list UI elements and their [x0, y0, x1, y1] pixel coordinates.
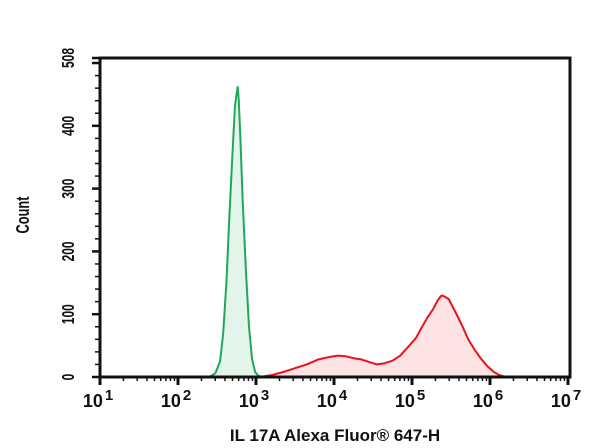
x-tick-label: 10 6: [473, 387, 503, 411]
x-axis: 10 1 10 2 10 3 10 4 10 5 10 6 10 7: [83, 377, 581, 411]
y-tick-label: 100: [60, 304, 79, 324]
series-fill-0: [209, 86, 263, 378]
x-tick-label: 10 4: [317, 387, 348, 411]
x-tick-label: 10 7: [551, 387, 581, 411]
x-tick-label: 10 3: [239, 387, 269, 411]
series-layer: [208, 85, 506, 378]
x-tick-label: 10 2: [161, 387, 191, 411]
y-tick-label: 0: [60, 374, 79, 381]
x-tick-label: 10 1: [83, 387, 113, 411]
x-tick-label: 10 5: [395, 387, 425, 411]
y-tick-label: 200: [60, 241, 79, 261]
y-tick-label: 300: [60, 179, 79, 199]
series-fill-1: [259, 295, 506, 377]
y-tick-label: 400: [60, 116, 79, 136]
series-line-0: [208, 85, 263, 378]
x-axis-title: IL 17A Alexa Fluor® 647-H: [230, 426, 440, 445]
plot-frame: [98, 56, 572, 379]
y-axis-title: Count: [14, 196, 34, 234]
series-line-1: [259, 294, 506, 378]
y-tick-label: 508: [60, 48, 79, 68]
y-axis: 0 100 200 300 400 508: [60, 48, 100, 380]
